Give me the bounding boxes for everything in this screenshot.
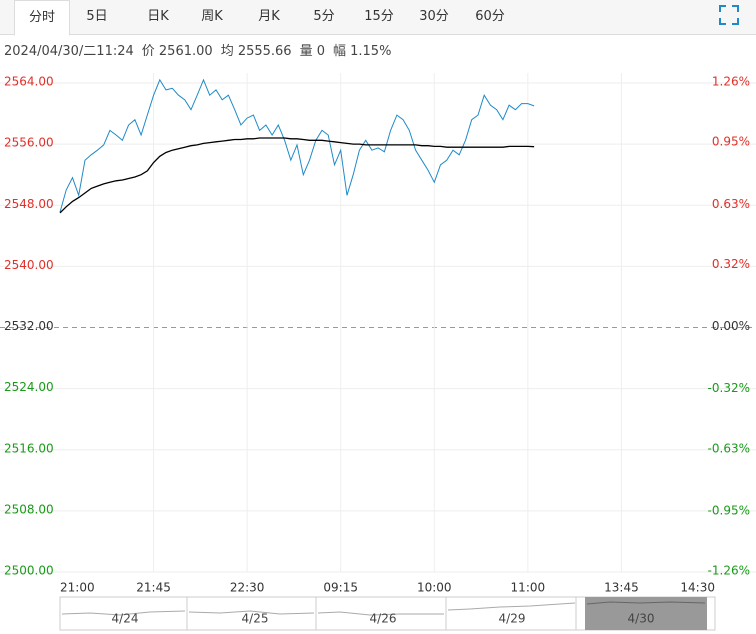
y2-tick-label: -0.63%	[708, 441, 750, 455]
info-item: 价 2561.00	[141, 44, 213, 59]
tab[interactable]: 30分	[419, 9, 449, 24]
tab[interactable]: 60分	[475, 9, 505, 24]
y2-tick-label: -0.32%	[708, 381, 750, 395]
info-item: 量 0	[299, 44, 325, 59]
y-tick-label: 2516.00	[4, 441, 54, 455]
tab[interactable]: 周K	[201, 9, 223, 24]
grid	[0, 73, 756, 573]
tab[interactable]: 月K	[258, 9, 280, 24]
tab[interactable]: 分时	[14, 0, 70, 36]
navigator-date: 4/30	[628, 612, 655, 626]
price-line	[59, 137, 535, 214]
tab-bar: 分时 5日 日K 周K 月K 5分 15分 30分 60分	[0, 0, 756, 36]
navigator-date: 4/29	[499, 612, 526, 626]
navigator-frame	[59, 596, 716, 631]
y2-tick-label: -1.26%	[708, 564, 750, 578]
x-tick-label: 11:00	[511, 581, 546, 595]
navigator-date: 4/24	[112, 612, 139, 626]
y2-tick-label: -0.95%	[708, 503, 750, 517]
y2-tick-label: 1.26%	[712, 75, 750, 89]
navigator-date: 4/25	[242, 612, 269, 626]
y-tick-label: 2564.00	[4, 75, 54, 89]
y2-tick-label: 0.32%	[712, 257, 750, 271]
y-tick-label: 2548.00	[4, 197, 54, 211]
y-tick-label: 2540.00	[4, 258, 54, 272]
tab[interactable]: 15分	[364, 9, 394, 24]
y-tick-label: 2524.00	[4, 380, 54, 394]
y-tick-label: 2556.00	[4, 136, 54, 150]
price-line	[59, 78, 535, 213]
x-tick-label: 10:00	[417, 581, 452, 595]
tab[interactable]: 5日	[86, 9, 108, 24]
x-tick-label: 22:30	[230, 581, 265, 595]
y-tick-label: 2500.00	[4, 564, 54, 578]
tab[interactable]: 5分	[313, 9, 335, 24]
fullscreen-icon[interactable]	[719, 5, 739, 25]
y2-tick-label: 0.95%	[712, 135, 750, 149]
info-item: 均 2555.66	[220, 44, 292, 59]
quote-info: 2024/04/30/二11:24 价 2561.00 均 2555.66 量 0 幅 …	[4, 40, 399, 59]
x-tick-label: 21:45	[136, 581, 171, 595]
x-tick-label: 21:00	[60, 581, 95, 595]
info-item: 幅 1.15%	[333, 44, 392, 59]
y2-tick-label: 0.63%	[712, 197, 750, 211]
y-tick-label: 2532.00	[4, 319, 54, 333]
info-item: 2024/04/30/二11:24	[4, 44, 134, 59]
x-tick-label: 09:15	[323, 581, 358, 595]
tab[interactable]: 日K	[147, 9, 169, 24]
y2-tick-label: 0.00%	[712, 319, 750, 333]
x-tick-label: 14:30	[680, 581, 715, 595]
y-tick-label: 2508.00	[4, 502, 54, 516]
navigator-date: 4/26	[370, 612, 397, 626]
x-tick-label: 13:45	[604, 581, 639, 595]
navigator-lines	[61, 597, 706, 630]
